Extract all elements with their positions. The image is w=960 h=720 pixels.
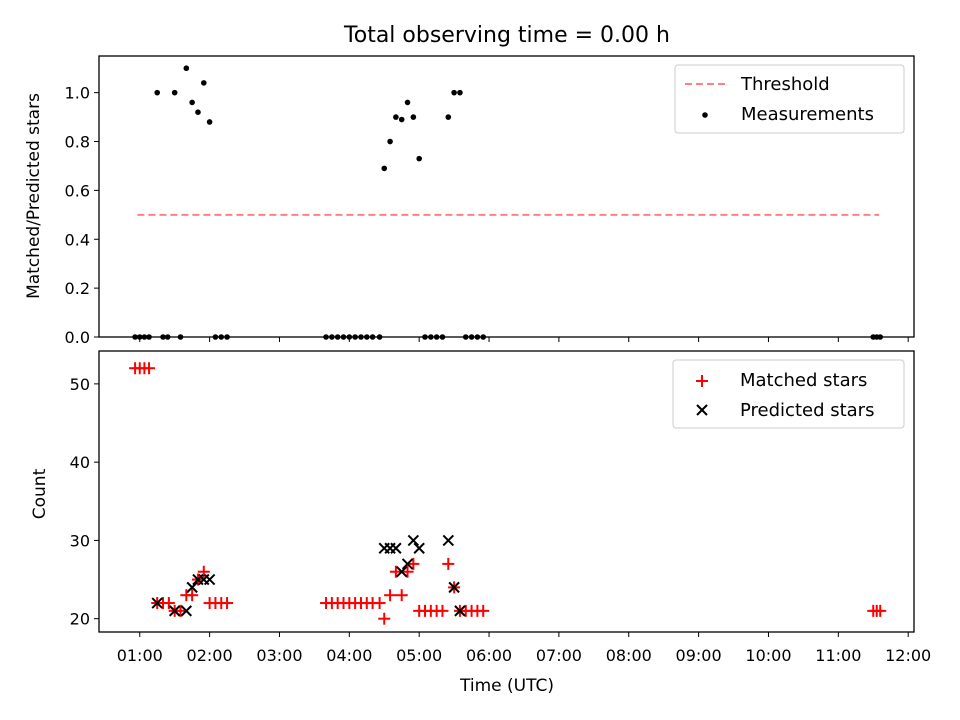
legend-predicted-swatch: [696, 404, 708, 416]
predicted-stars-point: [203, 573, 216, 586]
x-tick-label: 05:00: [396, 646, 442, 665]
bottom-y-axis-ticks: 20 30 40 50: [70, 375, 99, 629]
x-tick-label: 11:00: [815, 646, 861, 665]
matched-stars-point: [221, 597, 234, 610]
x-tick-label: 03:00: [256, 646, 302, 665]
matched-stars-point: [174, 604, 187, 617]
matched-stars-point: [373, 597, 386, 610]
x-tick-label: 02:00: [187, 646, 233, 665]
top-legend-frame: [674, 64, 905, 134]
top-axes-frame: [98, 55, 915, 338]
top-legend: Threshold Measurements: [674, 64, 905, 134]
x-tick-label: 07:00: [536, 646, 582, 665]
top-y-tick-label: 0.6: [65, 181, 90, 200]
bottom-axes-frame: [98, 350, 915, 633]
predicted-stars-point: [390, 542, 402, 554]
measurements-point: [416, 155, 422, 162]
x-tick-label: 12:00: [885, 646, 931, 665]
matched-stars-point: [395, 589, 408, 602]
measurements-point: [206, 119, 213, 125]
bottom-y-tick-label: 40: [70, 453, 90, 472]
predicted-stars-point: [396, 566, 408, 578]
x-tick-label: 06:00: [466, 646, 512, 665]
predicted-stars-point: [454, 605, 466, 617]
matched-stars-point: [477, 604, 490, 617]
legend-measurements-swatch: [702, 112, 708, 118]
legend-predicted-label: Predicted stars: [740, 400, 874, 421]
measurements-point: [171, 89, 178, 96]
measurements-point: [398, 116, 405, 123]
legend-matched-swatch: [696, 375, 708, 387]
predicted-stars-point: [151, 597, 163, 609]
predicted-stars-point: [180, 605, 193, 617]
matched-stars-point: [401, 565, 414, 578]
measurements-point: [451, 89, 457, 96]
measurements-point: [387, 138, 393, 145]
bottom-x-axis-ticks: 01:00 02:00 03:00 04:00 05:00 06:00 07:00 08:00…: [117, 632, 931, 665]
top-chart-title: Total observing time = 0.00 h: [343, 23, 670, 48]
matched-stars-point: [378, 612, 391, 625]
measurements-point: [154, 89, 161, 96]
x-tick-label: 08:00: [606, 646, 652, 665]
measurements-point: [381, 165, 388, 172]
predicted-stars-point: [448, 581, 460, 594]
predicted-stars-point: [186, 581, 198, 594]
predicted-stars-point: [401, 558, 414, 570]
legend-threshold-label: Threshold: [740, 74, 830, 95]
predicted-stars-point: [168, 605, 181, 617]
measurements-point: [457, 89, 463, 96]
top-y-axis-ticks: 0.0 0.2 0.4 0.6 0.8 1.0: [65, 84, 99, 347]
x-tick-label: 01:00: [117, 646, 163, 665]
top-y-axis-label: Matched/Predicted stars: [24, 93, 44, 299]
measurements-point: [445, 114, 452, 120]
matched-stars-point: [436, 604, 449, 617]
matched-stars-point: [874, 604, 887, 617]
x-tick-label: 09:00: [676, 646, 722, 665]
matched-stars-point: [442, 557, 455, 570]
bottom-y-tick-label: 30: [70, 531, 90, 550]
measurements-point: [410, 114, 417, 120]
top-y-tick-label: 1.0: [65, 84, 90, 103]
matched-stars-point: [197, 565, 210, 578]
bottom-legend: Matched stars Predicted stars: [672, 359, 905, 429]
matched-stars-point: [384, 589, 397, 602]
legend-matched-label: Matched stars: [740, 370, 867, 391]
predicted-stars-point: [442, 534, 454, 547]
matched-stars-point: [143, 362, 156, 375]
bottom-y-tick-label: 50: [70, 375, 90, 394]
measurements-point: [183, 65, 190, 72]
x-axis-label: Time (UTC): [459, 676, 554, 696]
matched-stars-point: [389, 565, 402, 578]
bottom-y-axis-label: Count: [30, 468, 50, 519]
predicted-stars-point: [413, 542, 425, 554]
legend-measurements-label: Measurements: [741, 104, 874, 125]
measurements-point: [189, 99, 195, 106]
top-y-tick-label: 0.8: [65, 133, 90, 152]
matched-stars-point: [186, 589, 199, 602]
predicted-stars-point: [407, 534, 420, 547]
matched-stars-point: [407, 557, 420, 570]
measurements-point: [195, 109, 201, 115]
top-y-tick-label: 0.2: [65, 279, 90, 298]
x-tick-label: 10:00: [745, 646, 791, 665]
measurements-point: [404, 99, 411, 106]
bottom-legend-frame: [672, 359, 905, 429]
bottom-plot-area: [129, 362, 887, 625]
top-panel: 0.0 0.2 0.4 0.6 0.8 1.0 Matched/Predicted sta…: [24, 55, 915, 347]
top-y-tick-label: 0.0: [65, 328, 90, 347]
measurements-point: [393, 114, 399, 120]
x-tick-label: 04:00: [326, 646, 372, 665]
bottom-y-tick-label: 20: [70, 610, 90, 629]
matched-stars-point: [162, 597, 175, 610]
top-y-tick-label: 0.4: [65, 230, 90, 249]
top-x-axis-ticks: [139, 337, 909, 342]
measurements-point: [200, 80, 207, 86]
